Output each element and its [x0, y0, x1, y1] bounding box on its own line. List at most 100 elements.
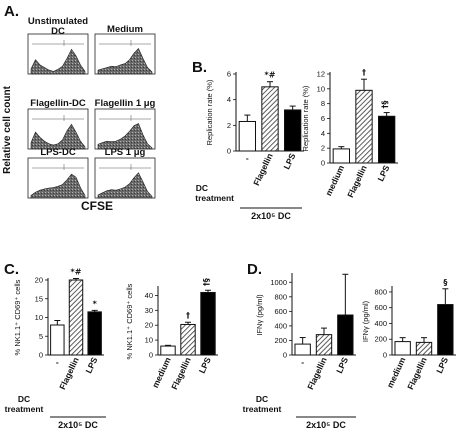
y-tick-label: 10	[317, 84, 325, 93]
bar	[394, 341, 411, 356]
category-label: medium	[385, 355, 408, 389]
histogram-label: Flagellin-DC	[30, 98, 86, 109]
panel-letter-c: C.	[4, 261, 19, 278]
category-label: Flagellin	[305, 356, 329, 391]
dc-treatment-label-c: DC	[18, 394, 30, 404]
histogram-label: Unstimulated	[28, 16, 88, 27]
category-label: Flagellin	[57, 356, 81, 391]
bar-chart-d-right: 0 200 400 600 800 IFNγ (pg/ml) mediumFlagellin…	[361, 278, 456, 391]
y-axis-label: % NK1.1⁺ CD69⁺ cells	[13, 279, 22, 355]
flow-histogram: LPS 1 μg	[94, 147, 156, 199]
category-label: -	[56, 357, 59, 367]
dc-dose-label-d: 2x10⁵ DC	[306, 420, 346, 430]
category-label: Flagellin	[345, 164, 369, 199]
dc-treatment-label-c-2: treatment	[5, 404, 44, 414]
y-tick-label: 10	[145, 336, 153, 345]
bar	[238, 120, 256, 152]
bar-chart-d-left: 0 200 400 600 800 1000 IFNγ (pg/ml) - Flagellin L…	[255, 273, 356, 391]
y-tick-label: 15	[35, 294, 43, 303]
histogram-label: LPS 1 μg	[105, 147, 146, 158]
category-label: LPS	[375, 163, 391, 183]
y-tick-label: 40	[145, 291, 153, 300]
y-tick-label: 200	[374, 335, 387, 344]
y-tick-label: 800	[374, 287, 387, 296]
dc-treatment-label-d-2: treatment	[243, 404, 282, 414]
y-tick-label: 0	[149, 351, 153, 360]
bar	[180, 323, 196, 356]
category-label: LPS	[334, 355, 350, 375]
category-label: -	[246, 153, 249, 163]
panel-letter-d: D.	[247, 261, 262, 278]
bar	[261, 86, 279, 152]
bar	[160, 345, 176, 356]
y-tick-label: 400	[374, 319, 387, 328]
bar-chart-b-left: 0 2 4 6 Replication rate (%) - Flagellin LPS *#	[205, 70, 304, 187]
y-tick-label: 10	[35, 313, 43, 322]
cfse-histogram-trace	[97, 47, 153, 75]
flow-y-axis-label: Relative cell count	[2, 85, 13, 173]
dc-treatment-label-b-2: treatment	[195, 193, 234, 203]
category-label: Flagellin	[405, 356, 429, 391]
y-axis-label: Replication rate (%)	[205, 79, 214, 145]
bar	[315, 334, 333, 356]
flow-histogram: LPS-DC	[27, 147, 89, 199]
bar	[337, 314, 354, 356]
significance-annotation: †§	[381, 101, 390, 109]
bar	[284, 109, 302, 152]
category-label: LPS	[281, 151, 297, 171]
category-label: LPS	[434, 355, 450, 375]
histogram-label: Medium	[107, 24, 143, 35]
flow-histogram: Medium	[94, 24, 156, 75]
significance-annotation: *#	[71, 268, 82, 277]
y-tick-label: 8	[321, 99, 325, 108]
significance-annotation: §	[443, 278, 447, 287]
bar	[87, 311, 102, 356]
histogram-label: DC	[51, 26, 65, 37]
dc-dose-label-c: 2x10⁵ DC	[58, 420, 98, 430]
category-label: LPS	[197, 355, 213, 375]
panel-letter-a: A.	[4, 3, 19, 20]
y-tick-label: 0	[321, 159, 325, 168]
histogram-label: Flagellin 1 μg	[95, 98, 156, 109]
bar	[200, 291, 216, 356]
flow-histogram: Flagellin 1 μg	[94, 98, 156, 150]
dc-treatment-label-b: DC	[196, 183, 208, 193]
y-tick-label: 1000	[270, 278, 287, 287]
y-tick-label: 0	[39, 351, 43, 360]
cfse-histogram-trace	[30, 123, 86, 150]
y-axis-label: IFNγ (pg/ml)	[255, 294, 264, 336]
category-label: LPS	[83, 355, 99, 375]
significance-annotation: †§	[202, 278, 211, 286]
y-tick-label: 4	[321, 129, 325, 138]
y-tick-label: 0	[283, 351, 287, 360]
y-tick-label: 0	[227, 147, 231, 156]
y-tick-label: 600	[274, 307, 287, 316]
significance-annotation: †	[186, 311, 190, 320]
bar	[332, 148, 350, 164]
y-tick-label: 4	[227, 95, 231, 104]
y-tick-label: 6	[227, 70, 231, 79]
cfse-histogram-trace	[97, 172, 153, 199]
cfse-histogram-trace	[97, 123, 153, 150]
bar	[378, 115, 396, 164]
category-label: medium	[323, 163, 346, 197]
flow-x-axis-label: CFSE	[81, 199, 113, 213]
y-tick-label: 20	[35, 276, 43, 285]
y-axis-label: Replication rate (%)	[301, 85, 310, 151]
bar-chart-c-left: 0 5 10 15 20 % NK1.1⁺ CD69⁺ cells -Flagellin LP…	[13, 268, 104, 391]
bar	[415, 341, 433, 356]
panel-letter-b: B.	[192, 59, 207, 76]
bar	[437, 304, 454, 356]
category-label: Flagellin	[251, 152, 275, 187]
y-tick-label: 30	[145, 306, 153, 315]
y-tick-label: 800	[274, 292, 287, 301]
bar	[294, 343, 311, 356]
y-tick-label: 12	[317, 70, 325, 79]
y-axis-label: % NK1.1⁺ CD69⁺ cells	[125, 283, 134, 359]
y-tick-label: 200	[274, 336, 287, 345]
histogram-label: LPS-DC	[40, 147, 76, 158]
significance-annotation: †	[362, 68, 366, 77]
